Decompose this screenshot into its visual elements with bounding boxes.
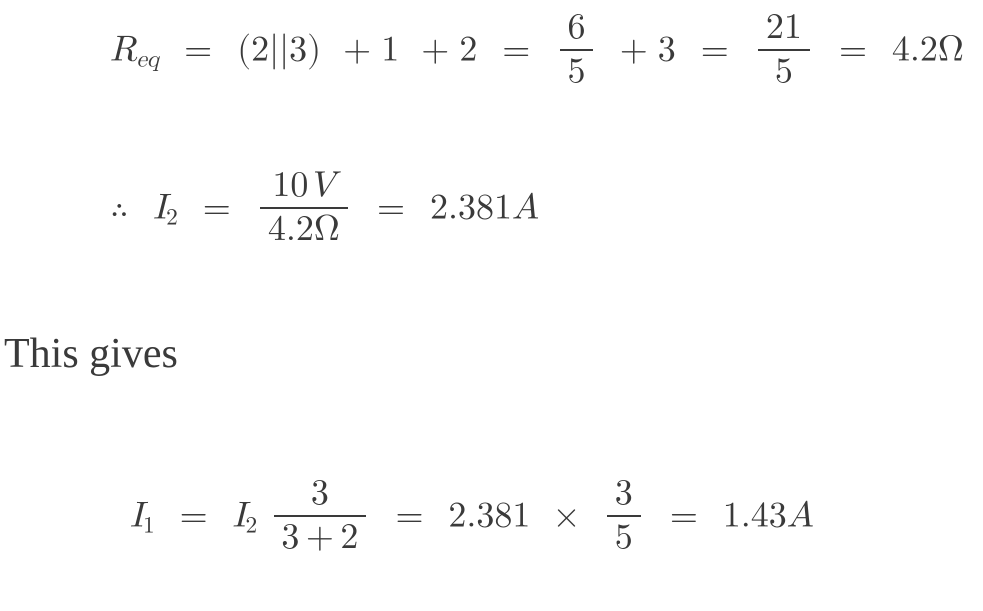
equation-i2: ∴ I2 = 10V 4.2Ω = 2.381A bbox=[110, 170, 539, 252]
var-I1: I bbox=[130, 498, 143, 534]
var-R: R bbox=[110, 32, 137, 68]
plus-1: + bbox=[343, 32, 371, 68]
equals-6: = bbox=[377, 190, 405, 226]
frac-6-5-num: 6 bbox=[560, 9, 594, 51]
plus-3: + bbox=[620, 32, 648, 68]
frac-21-5-den: 5 bbox=[758, 51, 810, 91]
mid-value: 2.381 bbox=[448, 498, 530, 534]
equation-req: Req = (2||3) +1 +2 = 6 5 +3 = 21 5 = 4.2… bbox=[110, 12, 964, 94]
equals-2: = bbox=[502, 32, 530, 68]
frac-6-5: 6 5 bbox=[560, 9, 594, 91]
term-1: 1 bbox=[381, 32, 399, 68]
paren-open: (2 bbox=[237, 32, 269, 68]
plus-2: + bbox=[421, 32, 449, 68]
prose-this-gives: This gives bbox=[4, 330, 178, 378]
equals-3: = bbox=[701, 32, 729, 68]
sub-1: 1 bbox=[143, 514, 155, 538]
sub-eq: eq bbox=[137, 48, 160, 72]
req-value: 4.2 bbox=[892, 32, 938, 68]
var-I2-rhs: I bbox=[233, 498, 246, 534]
equals-7: = bbox=[180, 498, 208, 534]
frac-10v-42ohm: 10V 4.2Ω bbox=[260, 167, 348, 249]
frac-3p2-den: 3+2 bbox=[274, 517, 367, 557]
var-I: I bbox=[153, 190, 166, 226]
frac-3-over-3p2: 3 3+2 bbox=[274, 475, 367, 557]
frac-21-5-num: 21 bbox=[758, 9, 810, 51]
frac-3-5: 3 5 bbox=[607, 475, 641, 557]
i1-value: 1.43 bbox=[723, 498, 787, 534]
frac-den-42ohm: 4.2Ω bbox=[260, 209, 348, 249]
equals-8: = bbox=[395, 498, 423, 534]
equals-4: = bbox=[839, 32, 867, 68]
frac-6-5-den: 5 bbox=[560, 51, 594, 91]
parallel-symbol: || bbox=[269, 32, 289, 68]
frac-21-5: 21 5 bbox=[758, 9, 810, 91]
frac-3-num: 3 bbox=[274, 475, 367, 517]
ohm-unit: Ω bbox=[938, 32, 964, 68]
amp-unit-1: A bbox=[512, 190, 539, 226]
frac-3-5-num: 3 bbox=[607, 475, 641, 517]
equals-5: = bbox=[203, 190, 231, 226]
therefore-symbol: ∴ bbox=[110, 190, 129, 226]
term-2: 2 bbox=[459, 32, 477, 68]
times-symbol: × bbox=[552, 498, 580, 534]
term-3: 3 bbox=[658, 32, 676, 68]
frac-num-10v: 10V bbox=[260, 167, 348, 209]
equation-i1: I1 = I2 3 3+2 = 2.381 × 3 5 = 1.43A bbox=[130, 478, 814, 560]
i2-value: 2.381 bbox=[430, 190, 512, 226]
paren-close: 3) bbox=[289, 32, 321, 68]
frac-3-5-den: 5 bbox=[607, 517, 641, 557]
sub-2: 2 bbox=[166, 206, 178, 230]
amp-unit-2: A bbox=[787, 498, 814, 534]
equals-9: = bbox=[670, 498, 698, 534]
equals-1: = bbox=[184, 32, 212, 68]
sub-2-rhs: 2 bbox=[246, 514, 258, 538]
